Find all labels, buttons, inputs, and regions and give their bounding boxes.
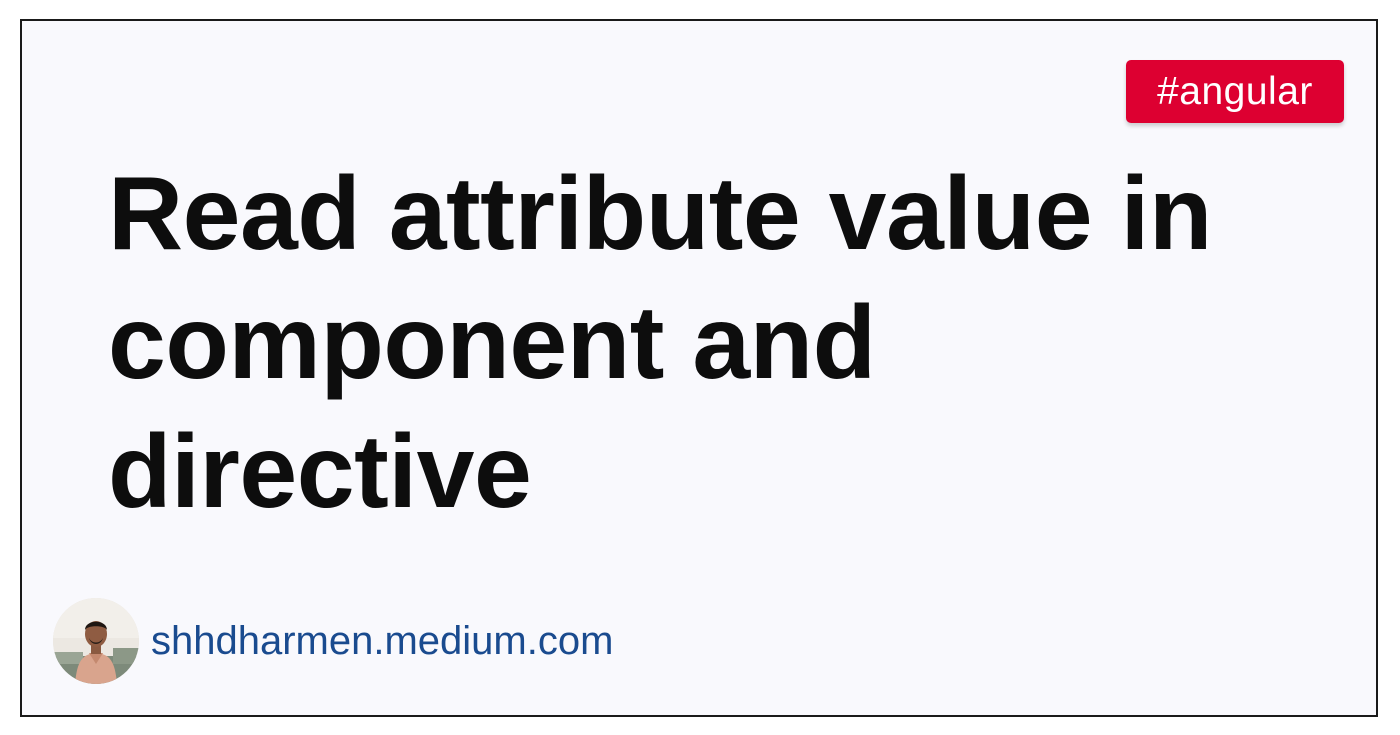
- title-line: component and: [108, 285, 876, 401]
- avatar-photo-icon: [53, 598, 139, 684]
- author-site-link[interactable]: shhdharmen.medium.com: [151, 618, 614, 663]
- tag-badge[interactable]: #angular: [1126, 60, 1344, 123]
- title-line: Read attribute value in: [108, 156, 1212, 272]
- article-title: Read attribute value in component and di…: [108, 150, 1368, 537]
- article-card: [20, 19, 1378, 717]
- author-block: shhdharmen.medium.com: [53, 598, 613, 684]
- title-line: directive: [108, 414, 532, 530]
- avatar[interactable]: [53, 598, 139, 684]
